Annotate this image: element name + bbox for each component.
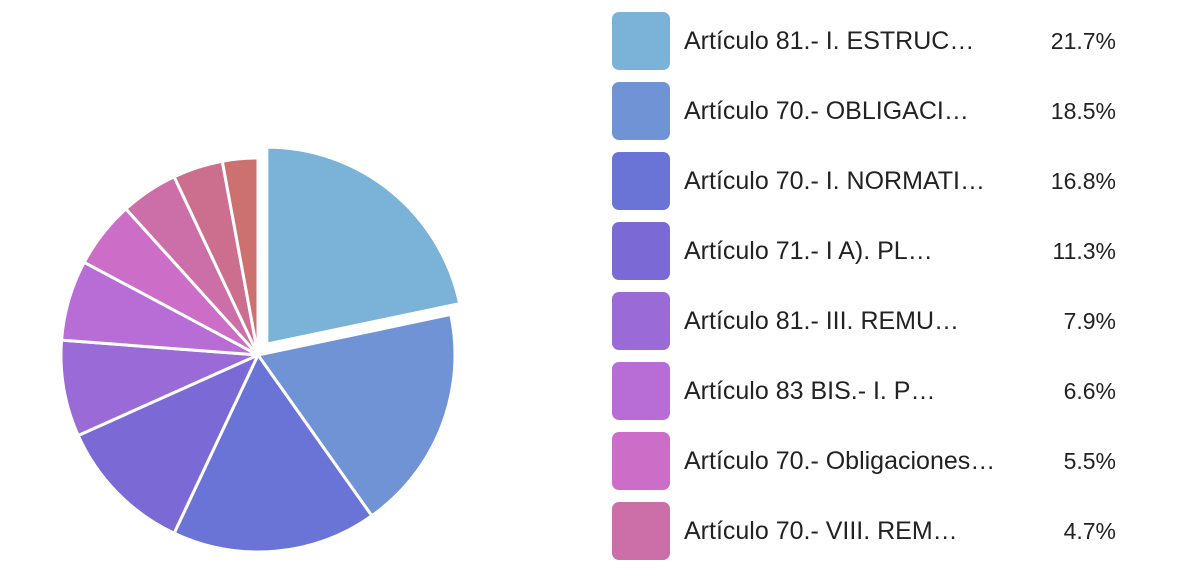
legend-label: Artículo 81.- I. ESTRUC… [684,26,975,55]
legend-percent: 21.7% [1050,27,1116,54]
legend-label: Artículo 70.- OBLIGACI… [684,96,969,125]
legend-percent: 6.6% [1063,377,1116,404]
legend-swatch [612,432,670,490]
legend-item[interactable]: Artículo 81.- I. ESTRUC… 21.7% [612,12,1172,70]
legend-swatch [612,502,670,560]
legend: Artículo 81.- I. ESTRUC… 21.7% Artículo … [612,12,1172,572]
legend-item[interactable]: Artículo 71.- I A). PL… 11.3% [612,222,1172,280]
legend-item[interactable]: Artículo 70.- I. NORMATI… 16.8% [612,152,1172,210]
pie-slice[interactable] [265,145,462,346]
legend-swatch [612,292,670,350]
legend-percent: 11.3% [1052,237,1116,264]
legend-percent: 7.9% [1063,307,1116,334]
legend-percent: 5.5% [1063,447,1116,474]
pie-slice[interactable] [220,156,260,357]
legend-label: Artículo 83 BIS.- I. P… [684,376,936,405]
legend-swatch [612,82,670,140]
pie-slice[interactable] [172,353,374,554]
legend-swatch [612,362,670,420]
pie-slice[interactable] [59,338,260,438]
legend-percent: 16.8% [1050,167,1116,194]
legend-item[interactable]: Artículo 70.- VIII. REM… 4.7% [612,502,1172,560]
legend-item[interactable]: Artículo 83 BIS.- I. P… 6.6% [612,362,1172,420]
legend-item[interactable]: Artículo 81.- III. REMU… 7.9% [612,292,1172,350]
legend-percent: 4.7% [1063,517,1116,544]
legend-label: Artículo 70.- Obligaciones… [684,446,996,475]
legend-swatch [612,222,670,280]
legend-swatch [612,152,670,210]
legend-label: Artículo 70.- VIII. REM… [684,516,958,545]
pie-slice[interactable] [256,312,457,518]
legend-percent: 18.5% [1050,97,1116,124]
legend-label: Artículo 71.- I A). PL… [684,236,933,265]
legend-swatch [612,12,670,70]
pie-slice[interactable] [76,353,260,535]
pie-chart [59,145,462,554]
legend-label: Artículo 81.- III. REMU… [684,306,960,335]
legend-item[interactable]: Artículo 70.- Obligaciones… 5.5% [612,432,1172,490]
legend-item[interactable]: Artículo 70.- OBLIGACI… 18.5% [612,82,1172,140]
legend-label: Artículo 70.- I. NORMATI… [684,166,985,195]
